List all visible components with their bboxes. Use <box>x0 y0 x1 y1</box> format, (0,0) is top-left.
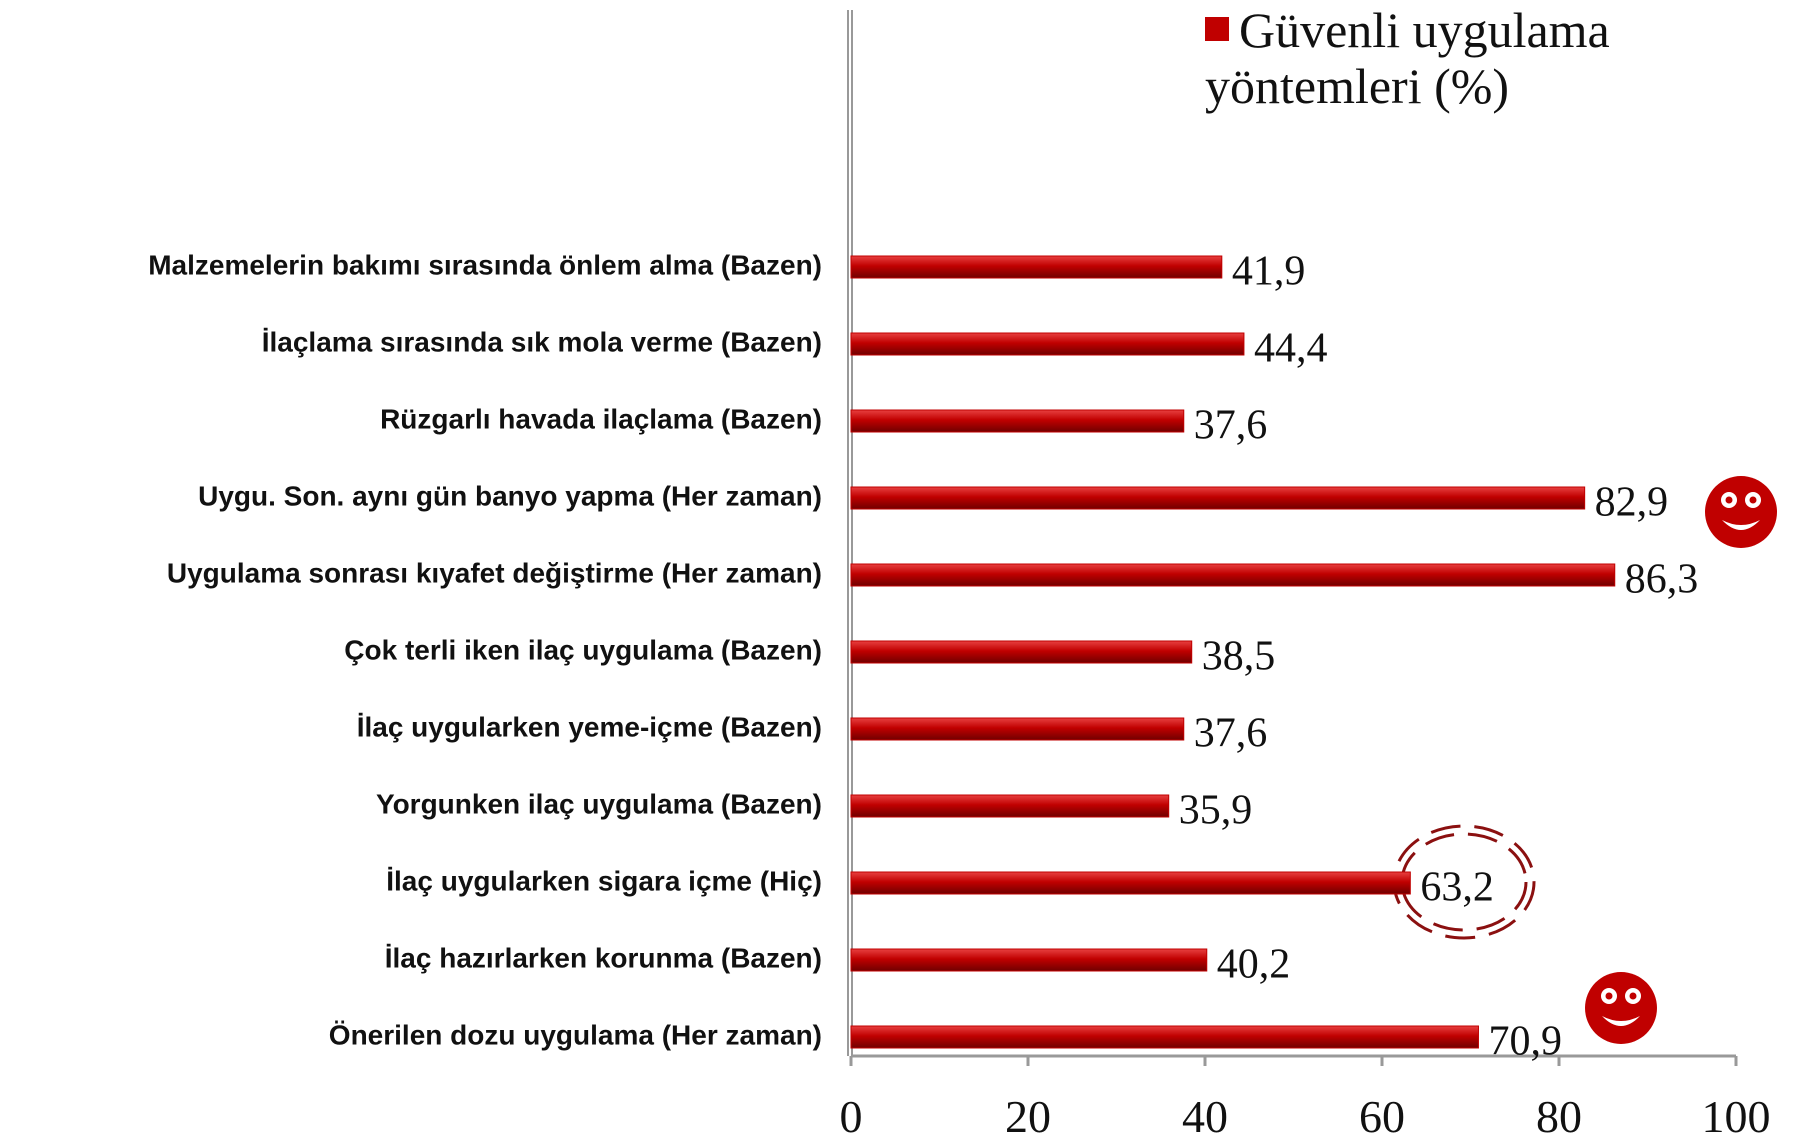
x-tick-label: 20 <box>1005 1091 1051 1142</box>
category-label: İlaçlama sırasında sık mola verme (Bazen… <box>262 326 822 357</box>
category-label: İlaç uygularken sigara içme (Hiç) <box>386 865 822 896</box>
smiley <box>1585 972 1657 1044</box>
bar <box>850 563 1616 587</box>
category-label: Uygu. Son. aynı gün banyo yapma (Her zam… <box>198 480 822 511</box>
value-label: 38,5 <box>1202 634 1276 680</box>
value-label: 41,9 <box>1232 249 1306 295</box>
category-label: Rüzgarlı havada ilaçlama (Bazen) <box>380 403 822 434</box>
category-label: İlaç uygularken yeme-içme (Bazen) <box>357 711 822 742</box>
value-label: 70,9 <box>1488 1019 1562 1065</box>
category-label: Çok terli iken ilaç uygulama (Bazen) <box>344 634 822 665</box>
value-label: 37,6 <box>1194 711 1268 757</box>
bar <box>850 1025 1479 1049</box>
value-label: 86,3 <box>1625 557 1699 603</box>
legend: Güvenli uygulama yöntemleri (%) <box>1205 2 1685 114</box>
legend-swatch <box>1205 17 1229 41</box>
smiley <box>1705 476 1777 548</box>
value-label: 35,9 <box>1179 788 1253 834</box>
bar <box>850 409 1185 433</box>
x-tick-label: 40 <box>1182 1091 1228 1142</box>
category-label: Yorgunken ilaç uygulama (Bazen) <box>376 788 822 819</box>
bar <box>850 871 1411 895</box>
x-tick-label: 80 <box>1536 1091 1582 1142</box>
bar <box>850 486 1586 510</box>
bar <box>850 332 1245 356</box>
bar <box>850 794 1170 818</box>
category-label: Önerilen dozu uygulama (Her zaman) <box>329 1019 822 1050</box>
x-tick-label: 0 <box>840 1091 863 1142</box>
bar <box>850 255 1223 279</box>
category-label: İlaç hazırlarken korunma (Bazen) <box>385 942 822 973</box>
value-label: 40,2 <box>1217 942 1291 988</box>
legend-label: Güvenli uygulama yöntemleri (%) <box>1205 2 1610 114</box>
bar <box>850 948 1208 972</box>
category-label: Uygulama sonrası kıyafet değiştirme (Her… <box>167 557 822 588</box>
value-label: 63,2 <box>1420 865 1494 911</box>
bar <box>850 717 1185 741</box>
value-label: 82,9 <box>1595 480 1669 526</box>
value-label: 37,6 <box>1194 403 1268 449</box>
bar <box>850 640 1193 664</box>
x-tick-label: 100 <box>1702 1091 1771 1142</box>
value-label: 44,4 <box>1254 326 1328 372</box>
x-tick-label: 60 <box>1359 1091 1405 1142</box>
category-label: Malzemelerin bakımı sırasında önlem alma… <box>148 249 822 280</box>
